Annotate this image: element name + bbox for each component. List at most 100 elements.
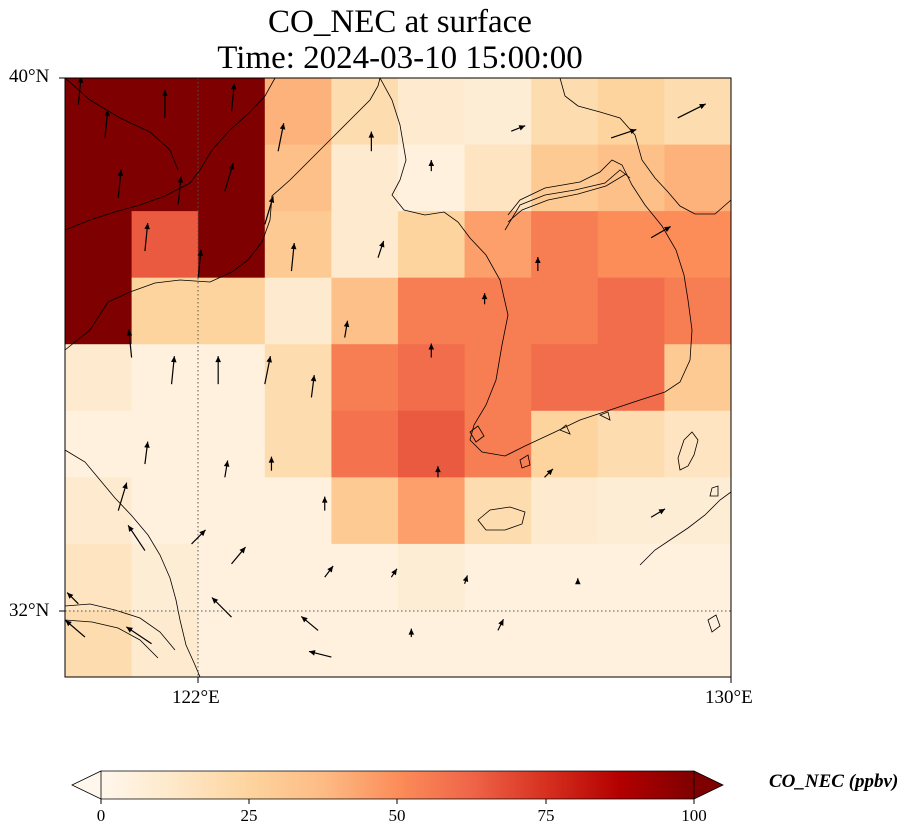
heat-cell bbox=[464, 211, 532, 279]
wind-arrow bbox=[575, 578, 581, 585]
heat-cell bbox=[131, 211, 199, 279]
wind-arrow bbox=[191, 529, 206, 545]
heat-cell bbox=[331, 610, 399, 677]
heat-cell bbox=[664, 610, 731, 677]
wind-arrow bbox=[481, 293, 488, 305]
wind-arrow bbox=[377, 240, 385, 258]
heat-cell bbox=[198, 477, 266, 545]
heat-cell bbox=[597, 277, 665, 345]
wind-arrow bbox=[264, 196, 275, 225]
heat-cell bbox=[331, 344, 399, 412]
heat-cell bbox=[264, 211, 332, 279]
heat-cell bbox=[264, 610, 332, 677]
wind-arrow bbox=[231, 546, 246, 565]
map-frame bbox=[64, 77, 732, 678]
heat-cell bbox=[198, 211, 266, 279]
wind-arrow bbox=[428, 343, 435, 358]
liaodong-coastline bbox=[65, 78, 381, 351]
heat-cell bbox=[264, 78, 332, 146]
wind-arrow bbox=[677, 103, 706, 119]
korea-border bbox=[504, 169, 631, 231]
colorbar-bar bbox=[101, 771, 694, 799]
heat-cell bbox=[398, 211, 466, 279]
colorbar-ticks bbox=[100, 799, 695, 804]
heat-cell bbox=[664, 410, 731, 478]
wind-arrow bbox=[497, 618, 505, 631]
heat-cell bbox=[664, 543, 731, 611]
wind-arrow bbox=[428, 159, 435, 172]
heat-cell bbox=[264, 410, 332, 478]
wind-arrow bbox=[610, 128, 637, 139]
heat-cell bbox=[531, 610, 599, 677]
wind-arrow bbox=[215, 356, 221, 385]
heat-cell bbox=[597, 344, 665, 412]
wind-arrow bbox=[408, 628, 415, 638]
heat-cell bbox=[664, 78, 731, 146]
wind-arrow bbox=[290, 242, 297, 272]
heat-cell bbox=[198, 543, 266, 611]
tsushima-island bbox=[677, 431, 699, 471]
wind-arrow bbox=[650, 508, 666, 518]
wind-arrow bbox=[117, 169, 124, 198]
korea-west-coast bbox=[379, 78, 693, 457]
heat-cell bbox=[531, 277, 599, 345]
heat-cell bbox=[65, 543, 133, 611]
colorbar-min-extension bbox=[71, 770, 102, 800]
gridlines bbox=[65, 78, 731, 677]
wind-arrow bbox=[544, 468, 554, 478]
heat-cell bbox=[398, 543, 466, 611]
wind-arrow bbox=[300, 615, 319, 631]
heat-cell bbox=[198, 78, 266, 146]
heat-cell bbox=[131, 344, 199, 412]
wind-arrow bbox=[117, 482, 128, 511]
colorbar-tick-label: 75 bbox=[537, 806, 555, 825]
south-korea-islands bbox=[469, 411, 611, 469]
heat-cell bbox=[597, 410, 665, 478]
colorbar-max-extension bbox=[693, 770, 724, 800]
heat-cell bbox=[398, 410, 466, 478]
heat-cell bbox=[264, 477, 332, 545]
lat-label-40N: 40°N bbox=[9, 66, 50, 87]
heat-cell bbox=[331, 211, 399, 279]
wind-arrow bbox=[650, 226, 671, 239]
colorbar-label: CO_NEC (ppbv) bbox=[769, 771, 899, 792]
wind-arrow bbox=[77, 78, 84, 105]
heat-cell bbox=[198, 344, 266, 412]
heat-cell bbox=[198, 144, 266, 212]
colorbar-tick-label: 25 bbox=[240, 806, 258, 825]
heat-cell bbox=[464, 78, 532, 146]
colorbar-tick-label: 50 bbox=[388, 806, 406, 825]
heat-cell bbox=[398, 277, 466, 345]
heat-cell bbox=[664, 144, 731, 212]
wind-arrow bbox=[462, 575, 469, 585]
wind-arrow bbox=[65, 619, 86, 638]
wind-arrow bbox=[144, 222, 150, 252]
heat-cell bbox=[264, 344, 332, 412]
concentration-field bbox=[65, 78, 731, 677]
colorbar bbox=[71, 770, 724, 804]
wind-arrow bbox=[104, 109, 110, 138]
wind-arrow bbox=[170, 356, 177, 385]
wind-arrow bbox=[308, 650, 332, 658]
wind-arrow bbox=[230, 83, 237, 112]
heat-cell bbox=[664, 277, 731, 345]
heat-cell bbox=[531, 477, 599, 545]
heat-cell bbox=[664, 477, 731, 545]
lon-label-130E: 130°E bbox=[705, 687, 753, 708]
heat-cell bbox=[131, 410, 199, 478]
lat-label-32N: 32°N bbox=[9, 600, 50, 621]
heat-cell bbox=[131, 277, 199, 345]
wind-arrow bbox=[343, 320, 350, 338]
heat-cell bbox=[464, 144, 532, 212]
heat-cell bbox=[65, 211, 133, 279]
heat-cell bbox=[464, 610, 532, 677]
heat-cell bbox=[131, 543, 199, 611]
wind-arrow bbox=[126, 626, 152, 645]
heat-cell bbox=[65, 277, 133, 345]
wind-arrow bbox=[268, 456, 275, 471]
heat-cell bbox=[464, 277, 532, 345]
heat-cell bbox=[597, 211, 665, 279]
heat-cell bbox=[131, 144, 199, 212]
heat-cell bbox=[664, 211, 731, 279]
map-panel bbox=[59, 77, 732, 683]
